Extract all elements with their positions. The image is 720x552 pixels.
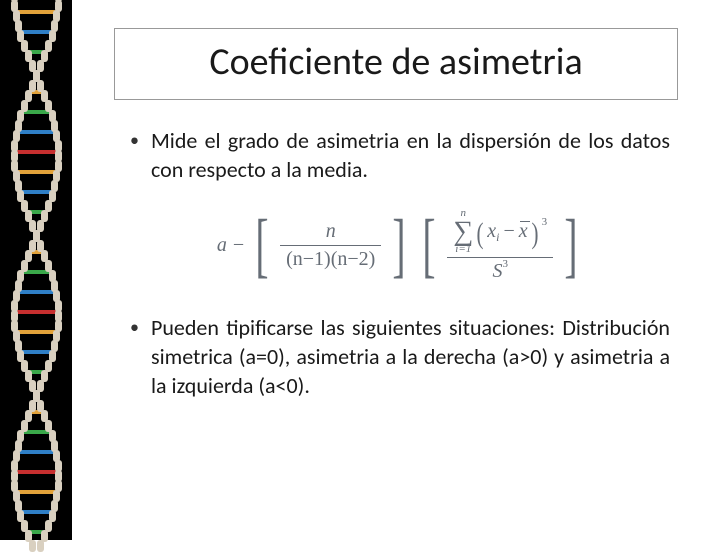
fraction-1: n (n−1)(n−2) <box>280 218 381 273</box>
bullet-1: • Mide el grado de asimetria en la dispe… <box>130 126 670 184</box>
right-paren: ) <box>531 222 538 246</box>
frac2-num: n ∑ i=1 ( xi − x ) 3 <box>447 206 553 257</box>
fraction-2: n ∑ i=1 ( xi − x ) 3 <box>447 206 553 285</box>
dna-strand-seg <box>55 300 62 312</box>
bullet-dot: • <box>130 313 139 341</box>
right-bracket-1: ] <box>393 213 406 278</box>
inner-op: − <box>501 220 516 243</box>
right-bracket-2: ] <box>565 213 578 278</box>
sigma-icon: ∑ <box>453 219 473 244</box>
bullet-2: • Pueden tipificarse las siguientes situ… <box>130 313 670 400</box>
dna-rung <box>14 310 58 314</box>
dna-rung <box>16 330 57 334</box>
body: • Mide el grado de asimetria en la dispe… <box>130 126 670 400</box>
dna-rung <box>14 150 58 154</box>
skewness-formula: a − [ n (n−1)(n−2) ] [ n ∑ i=1 <box>217 206 583 285</box>
frac1-num: n <box>320 218 342 245</box>
bullet-dot: • <box>130 126 139 154</box>
formula-container: a − [ n (n−1)(n−2) ] [ n ∑ i=1 <box>130 206 670 285</box>
dna-rung <box>16 450 57 454</box>
sum-lower: i=1 <box>455 244 471 255</box>
dna-rung <box>20 350 51 354</box>
dna-strand-seg <box>55 460 62 472</box>
dna-sidebar <box>0 0 72 540</box>
left-bracket-1: [ <box>256 213 269 278</box>
dna-rung <box>16 290 57 294</box>
left-bracket-2: [ <box>423 213 436 278</box>
dna-rung <box>14 470 58 474</box>
dna-rung <box>16 130 57 134</box>
dna-strand-seg <box>37 540 44 552</box>
dna-rung <box>20 190 51 194</box>
dna-strand-seg <box>29 540 36 552</box>
bullet-1-text: Mide el grado de asimetria en la dispers… <box>151 126 670 184</box>
xi: xi <box>487 220 499 243</box>
summation: n ∑ i=1 <box>453 208 473 255</box>
slide-content: Coeficiente de asimetria • Mide el grado… <box>72 0 720 540</box>
page-title: Coeficiente de asimetria <box>133 39 659 85</box>
cube-exp: 3 <box>542 216 548 228</box>
formula-op: − <box>233 234 244 257</box>
dna-strand-seg <box>55 140 62 152</box>
dna-helix <box>8 0 64 550</box>
frac1-den: (n−1)(n−2) <box>280 246 381 273</box>
x-bar: x <box>519 220 528 243</box>
bullet-2-text: Pueden tipificarse las siguientes situac… <box>151 313 670 400</box>
left-paren: ( <box>477 222 484 246</box>
frac2-den: S3 <box>486 258 514 285</box>
dna-rung <box>16 10 57 14</box>
dna-rung <box>16 490 57 494</box>
title-container: Coeficiente de asimetria <box>114 28 678 100</box>
formula-lhs: a <box>217 234 227 257</box>
dna-rung <box>20 30 51 34</box>
dna-rung <box>20 510 51 514</box>
dna-rung <box>16 170 57 174</box>
